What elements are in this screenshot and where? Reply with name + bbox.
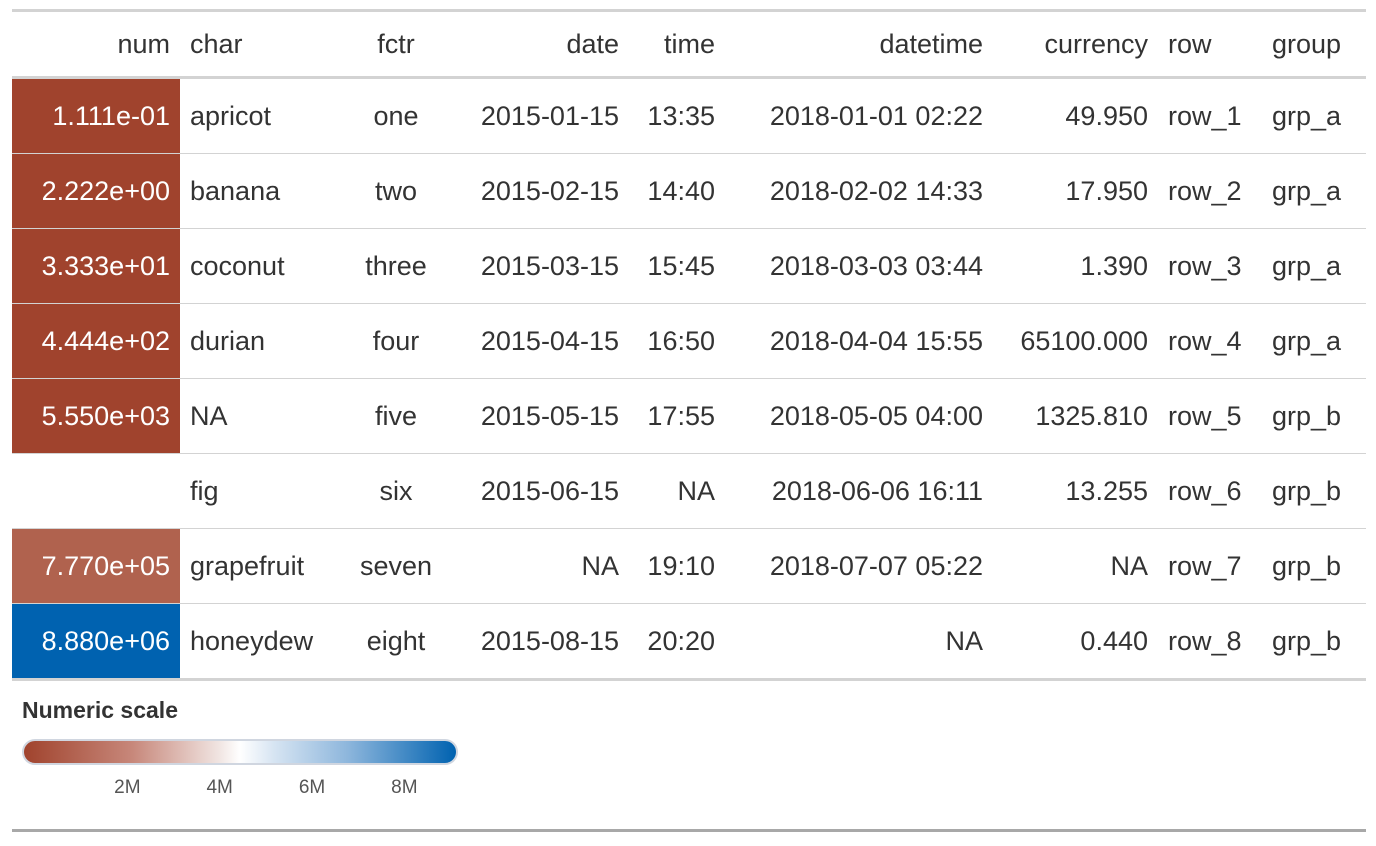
- cell-row: row_4: [1158, 303, 1262, 379]
- cell-num: 3.333e+01: [12, 228, 180, 304]
- cell-time: 20:20: [629, 603, 725, 681]
- cell-datetime: 2018-04-04 15:55: [725, 303, 993, 379]
- cell-time: 14:40: [629, 153, 725, 229]
- cell-char: coconut: [180, 228, 346, 304]
- column-header-currency: currency: [993, 10, 1158, 79]
- cell-group: grp_b: [1262, 528, 1366, 604]
- cell-group: grp_a: [1262, 77, 1366, 154]
- cell-num: 2.222e+00: [12, 153, 180, 229]
- cell-char: grapefruit: [180, 528, 346, 604]
- cell-datetime: 2018-06-06 16:11: [725, 453, 993, 529]
- cell-time: NA: [629, 453, 725, 529]
- column-header-time: time: [629, 10, 725, 79]
- cell-char: durian: [180, 303, 346, 379]
- cell-char: apricot: [180, 77, 346, 154]
- cell-num: 4.444e+02: [12, 303, 180, 379]
- cell-time: 16:50: [629, 303, 725, 379]
- cell-datetime: 2018-02-02 14:33: [725, 153, 993, 229]
- cell-datetime: NA: [725, 603, 993, 681]
- cell-datetime: 2018-05-05 04:00: [725, 378, 993, 454]
- cell-num: [12, 453, 180, 529]
- cell-date: 2015-03-15: [446, 228, 629, 304]
- cell-row: row_8: [1158, 603, 1262, 681]
- column-header-fctr: fctr: [346, 10, 446, 79]
- cell-currency: 0.440: [993, 603, 1158, 681]
- cell-time: 17:55: [629, 378, 725, 454]
- legend-tick-label: 6M: [298, 777, 326, 798]
- cell-date: 2015-06-15: [446, 453, 629, 529]
- cell-fctr: six: [346, 453, 446, 529]
- data-table: num char fctr date time datetime currency row gr…: [12, 9, 1366, 681]
- cell-group: grp_b: [1262, 453, 1366, 529]
- cell-currency: 65100.000: [993, 303, 1158, 379]
- cell-group: grp_b: [1262, 378, 1366, 454]
- column-header-char: char: [180, 10, 346, 79]
- cell-row: row_2: [1158, 153, 1262, 229]
- column-header-datetime: datetime: [725, 10, 993, 79]
- table-row: 2.222e+00 banana two 2015-02-15 14:40 2018-02…: [12, 153, 1366, 229]
- cell-date: 2015-04-15: [446, 303, 629, 379]
- cell-num: 8.880e+06: [12, 603, 180, 681]
- cell-row: row_7: [1158, 528, 1262, 604]
- cell-date: 2015-08-15: [446, 603, 629, 681]
- table-row: 4.444e+02 durian four 2015-04-15 16:50 2018-0…: [12, 303, 1366, 379]
- cell-row: row_1: [1158, 77, 1262, 154]
- cell-date: 2015-05-15: [446, 378, 629, 454]
- legend-tick-label: 8M: [391, 777, 418, 798]
- cell-char: NA: [180, 378, 346, 454]
- table-row: 8.880e+06 honeydew eight 2015-08-15 20:20 NA 0…: [12, 603, 1366, 681]
- cell-row: row_6: [1158, 453, 1262, 529]
- cell-group: grp_b: [1262, 603, 1366, 681]
- cell-date: 2015-01-15: [446, 77, 629, 154]
- cell-fctr: eight: [346, 603, 446, 681]
- cell-num: 1.111e-01: [12, 77, 180, 154]
- legend-title: Numeric scale: [22, 697, 178, 723]
- cell-datetime: 2018-03-03 03:44: [725, 228, 993, 304]
- data-table-container: num char fctr date time datetime currency row gr…: [12, 9, 1366, 832]
- cell-time: 19:10: [629, 528, 725, 604]
- cell-currency: 1325.810: [993, 378, 1158, 454]
- column-header-date: date: [446, 10, 629, 79]
- cell-datetime: 2018-01-01 02:22: [725, 77, 993, 154]
- cell-group: grp_a: [1262, 303, 1366, 379]
- cell-group: grp_a: [1262, 153, 1366, 229]
- column-header-group: group: [1262, 10, 1366, 79]
- cell-time: 13:35: [629, 77, 725, 154]
- color-scale-bar: [22, 739, 458, 765]
- cell-char: honeydew: [180, 603, 346, 681]
- cell-num: 7.770e+05: [12, 528, 180, 604]
- cell-char: banana: [180, 153, 346, 229]
- numeric-scale-legend: Numeric scale 2M 4M 6M 8M: [12, 681, 1366, 832]
- cell-datetime: 2018-07-07 05:22: [725, 528, 993, 604]
- header-row: num char fctr date time datetime currency row gr…: [12, 10, 1366, 79]
- cell-currency: 1.390: [993, 228, 1158, 304]
- cell-row: row_3: [1158, 228, 1262, 304]
- column-header-row: row: [1158, 10, 1262, 79]
- cell-fctr: two: [346, 153, 446, 229]
- cell-fctr: one: [346, 77, 446, 154]
- cell-num: 5.550e+03: [12, 378, 180, 454]
- cell-date: 2015-02-15: [446, 153, 629, 229]
- cell-time: 15:45: [629, 228, 725, 304]
- cell-group: grp_a: [1262, 228, 1366, 304]
- cell-currency: 17.950: [993, 153, 1158, 229]
- cell-currency: NA: [993, 528, 1158, 604]
- column-header-num: num: [12, 10, 180, 79]
- cell-currency: 49.950: [993, 77, 1158, 154]
- cell-currency: 13.255: [993, 453, 1158, 529]
- cell-fctr: three: [346, 228, 446, 304]
- table-row: 1.111e-01 apricot one 2015-01-15 13:35 2018-0…: [12, 77, 1366, 154]
- cell-char: fig: [180, 453, 346, 529]
- cell-row: row_5: [1158, 378, 1262, 454]
- cell-date: NA: [446, 528, 629, 604]
- cell-fctr: four: [346, 303, 446, 379]
- legend-tick-label: 4M: [206, 777, 233, 798]
- cell-fctr: five: [346, 378, 446, 454]
- table-row: 5.550e+03 NA five 2015-05-15 17:55 2018-05-05…: [12, 378, 1366, 454]
- table-row: 3.333e+01 coconut three 2015-03-15 15:45 2018…: [12, 228, 1366, 304]
- table-row: fig six 2015-06-15 NA 2018-06-06 16:11 13.255…: [12, 453, 1366, 529]
- legend-tick-label: 2M: [114, 777, 141, 798]
- cell-fctr: seven: [346, 528, 446, 604]
- table-row: 7.770e+05 grapefruit seven NA 19:10 2018-07-0…: [12, 528, 1366, 604]
